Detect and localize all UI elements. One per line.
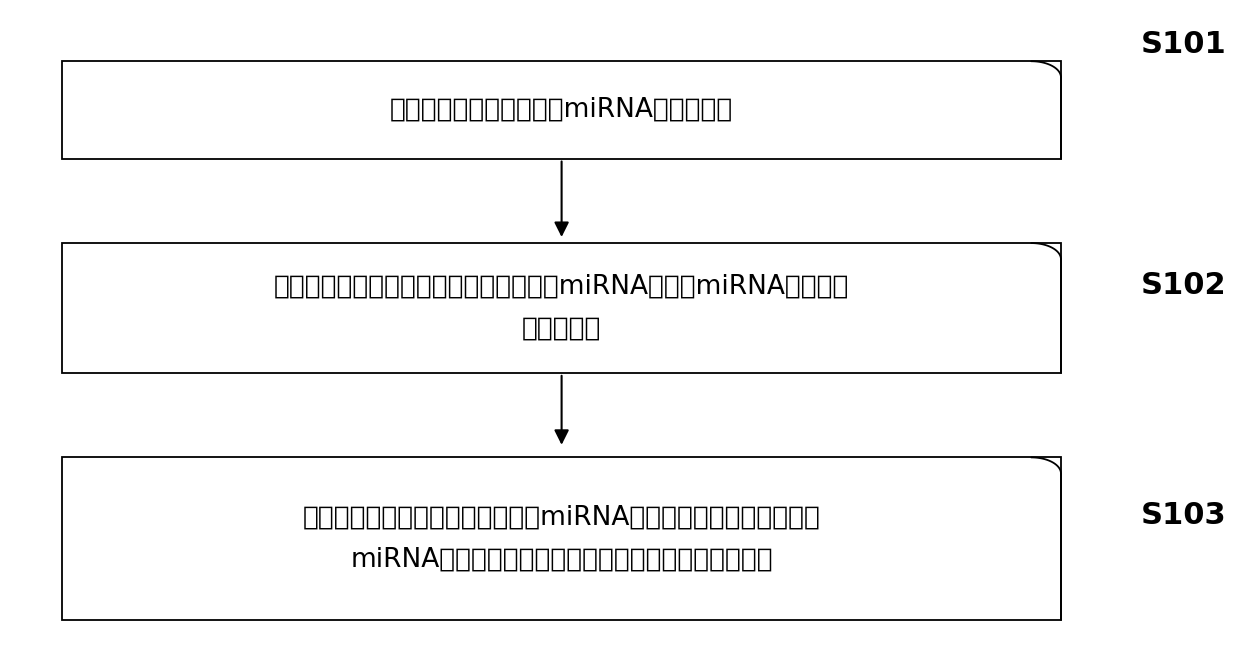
FancyBboxPatch shape [62, 61, 1061, 159]
Text: 利用统计检验方法选出与多种癌症相关的miRNA。度量miRNA之间的皮
尔森相关性: 利用统计检验方法选出与多种癌症相关的miRNA。度量miRNA之间的皮 尔森相关… [274, 274, 849, 342]
Text: S103: S103 [1141, 501, 1227, 531]
Text: 根据相关性和可调控癌症的数量对miRNA进行排序，筛选出强相关的
miRNA，获取其靶基因以及靶基因之间的相互作用关系: 根据相关性和可调控癌症的数量对miRNA进行排序，筛选出强相关的 miRNA，获… [302, 504, 820, 572]
FancyBboxPatch shape [62, 457, 1061, 620]
FancyBboxPatch shape [62, 243, 1061, 373]
Text: S101: S101 [1141, 31, 1227, 60]
Text: S102: S102 [1141, 271, 1227, 300]
Text: 分析网络中重要调控因子miRNA的表达数据: 分析网络中重要调控因子miRNA的表达数据 [390, 97, 733, 123]
